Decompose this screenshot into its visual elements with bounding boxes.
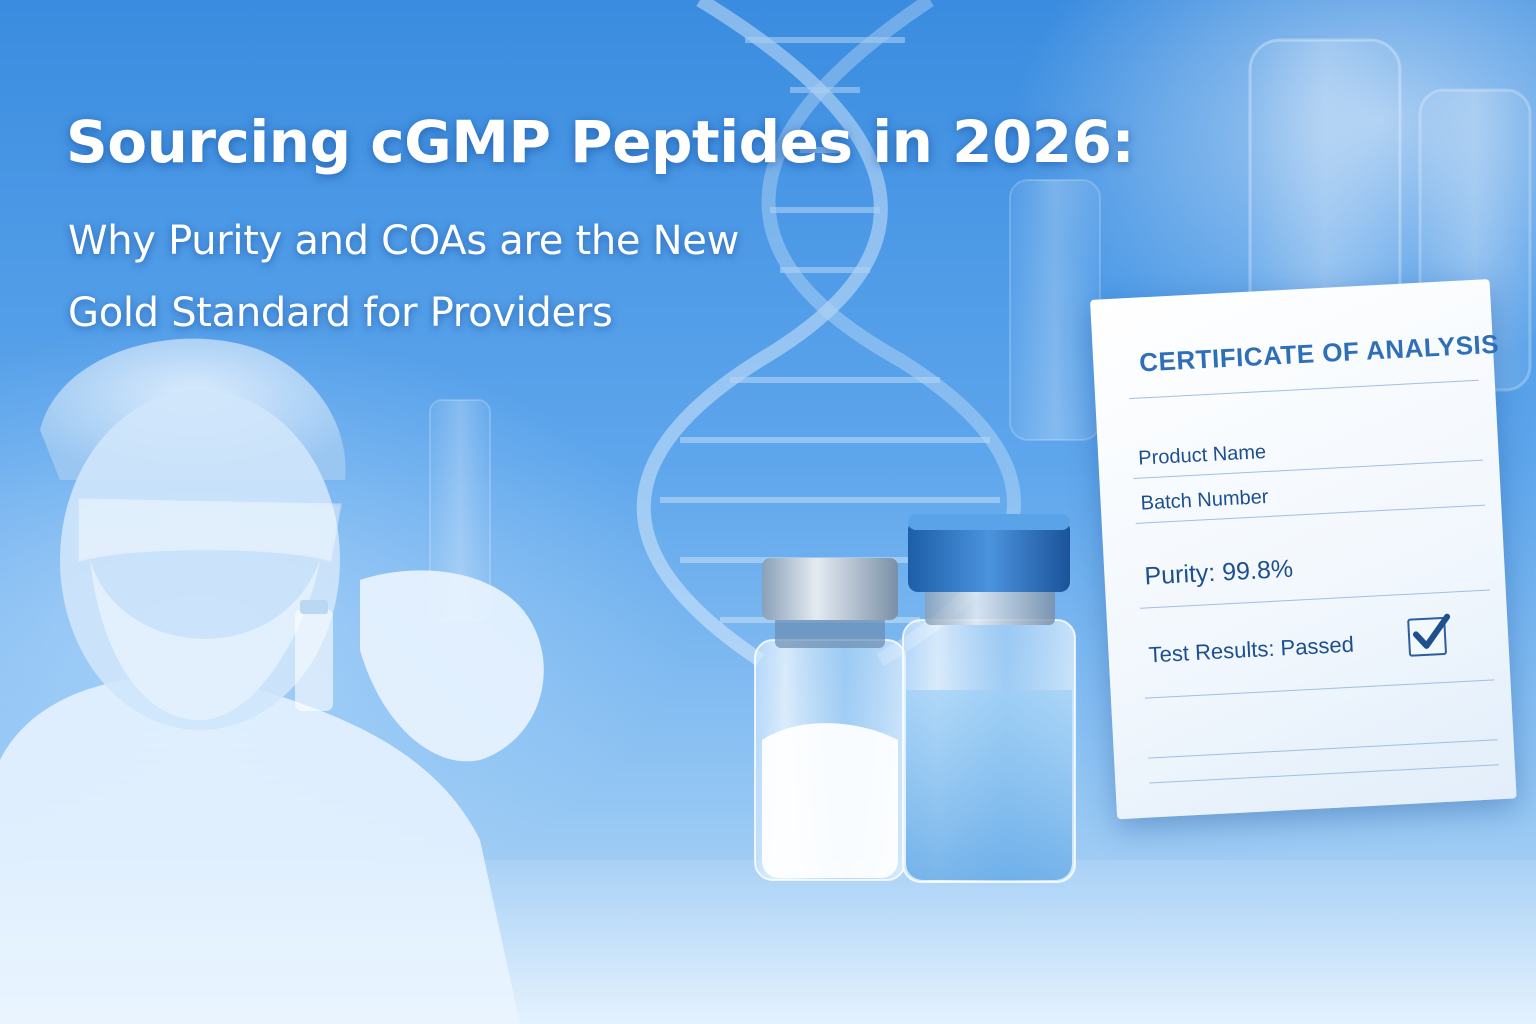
subheadline-line-1: Why Purity and COAs are the New <box>68 218 739 264</box>
certificate-divider <box>1148 739 1498 759</box>
test-results-value: Test Results: Passed <box>1148 631 1355 668</box>
subheadline-line-2: Gold Standard for Providers <box>68 290 613 336</box>
headline: Sourcing cGMP Peptides in 2026: <box>66 108 1135 176</box>
product-name-label: Product Name <box>1137 441 1267 470</box>
certificate-divider <box>1149 764 1499 784</box>
certificate-of-analysis: CERTIFICATE OF ANALYSIS Product Name Bat… <box>1090 279 1517 820</box>
certificate-divider <box>1129 379 1479 400</box>
check-mark-icon <box>1407 613 1451 657</box>
certificate-divider <box>1140 589 1490 609</box>
purity-value: Purity: 99.8% <box>1143 554 1294 591</box>
batch-number-label: Batch Number <box>1140 485 1269 515</box>
certificate-divider <box>1144 679 1495 699</box>
certificate-title: CERTIFICATE OF ANALYSIS <box>1138 328 1500 378</box>
